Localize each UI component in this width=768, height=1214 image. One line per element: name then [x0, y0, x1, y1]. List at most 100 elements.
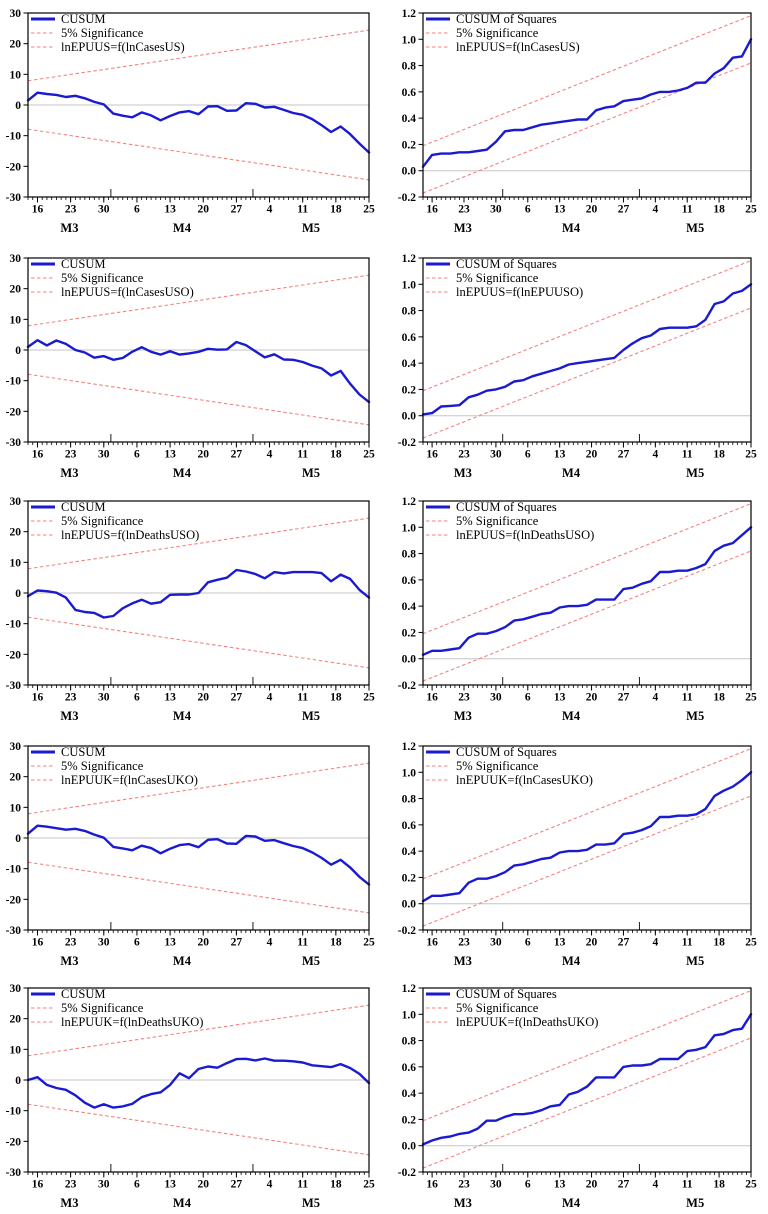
x-month-label: M4 — [173, 954, 192, 968]
significance-lower-line — [422, 550, 752, 682]
cusum-of-squares-series-line — [421, 1013, 753, 1146]
y-tick-label: 0.8 — [402, 61, 417, 73]
y-tick-label: -10 — [6, 376, 22, 388]
significance-upper-line — [27, 517, 370, 570]
x-month-label: M5 — [302, 221, 320, 235]
x-tick-label: 20 — [197, 937, 209, 949]
x-tick-label: 13 — [164, 692, 176, 704]
x-tick-label: 23 — [458, 204, 470, 216]
y-tick-label: 0 — [15, 345, 21, 357]
y-tick-label: 10 — [10, 802, 22, 814]
y-tick-label: 1.0 — [402, 767, 417, 779]
y-tick-label: 1.2 — [402, 983, 417, 995]
x-tick-label: 18 — [330, 937, 342, 949]
significance-upper-line — [422, 503, 752, 635]
significance-upper-line — [422, 990, 752, 1122]
y-tick-label: -30 — [6, 437, 22, 449]
cusum-of-squares-chart: 16 23 30 6 13 20 27 4 11 18 25 M3 M4 M5 1.2 1.0 0.8 0.6 0.… — [398, 741, 757, 968]
x-tick-label: 4 — [267, 449, 273, 461]
y-tick-label: 10 — [10, 1044, 22, 1056]
x-tick-label: 27 — [618, 449, 630, 461]
legend-label: CUSUM — [61, 987, 105, 1001]
y-tick-label: 0.4 — [402, 846, 417, 858]
x-month-label: M4 — [562, 1196, 581, 1210]
x-tick-label: 4 — [652, 692, 658, 704]
x-tick-label: 25 — [745, 1179, 757, 1191]
significance-upper-line — [27, 762, 370, 815]
x-tick-label: 30 — [490, 204, 502, 216]
y-tick-label: 20 — [10, 1014, 22, 1026]
significance-upper-line — [27, 274, 370, 327]
y-tick-label: 1.2 — [402, 496, 417, 508]
y-tick-label: 0 — [15, 1075, 21, 1087]
cusum-of-squares-chart: 16 23 30 6 13 20 27 4 11 18 25 M3 M4 M5 1.2 1.0 0.8 0.6 0.… — [398, 983, 757, 1210]
cusum-of-squares-series-line — [421, 283, 753, 416]
x-month-label: M5 — [686, 1196, 704, 1210]
significance-lower-line — [27, 128, 370, 181]
x-tick-label: 20 — [197, 449, 209, 461]
y-tick-label: 1.2 — [402, 8, 417, 20]
significance-lower-line — [422, 307, 752, 439]
y-tick-label: 10 — [10, 557, 22, 569]
x-month-label: M3 — [60, 1196, 78, 1210]
x-tick-label: 6 — [134, 449, 140, 461]
x-tick-label: 6 — [525, 449, 531, 461]
legend-label: CUSUM of Squares — [456, 12, 557, 26]
y-tick-label: 30 — [10, 496, 22, 508]
x-tick-label: 25 — [363, 937, 375, 949]
y-tick-label: 0.0 — [402, 166, 417, 178]
x-tick-label: 25 — [745, 449, 757, 461]
y-tick-label: 0.6 — [402, 1062, 417, 1074]
x-tick-label: 11 — [297, 204, 308, 216]
chart-cell-squares-r2c1: 16 23 30 6 13 20 27 4 11 18 25 M3 M4 M5 1.2 1.0 0.8 0.6 0.… — [388, 488, 768, 732]
legend-label: CUSUM of Squares — [456, 745, 557, 759]
chart-cell-cusum-r4c0: 16 23 30 6 13 20 27 4 11 18 25 M3 M4 M5 30 20 10 0 -10 -20 -… — [0, 975, 384, 1214]
y-tick-label: 1.0 — [402, 34, 417, 46]
x-tick-label: 18 — [713, 449, 725, 461]
x-tick-label: 4 — [267, 204, 273, 216]
x-tick-label: 16 — [426, 937, 438, 949]
x-tick-label: 30 — [98, 937, 110, 949]
x-tick-label: 18 — [713, 1179, 725, 1191]
y-tick-label: -30 — [6, 1167, 22, 1179]
legend-label: CUSUM of Squares — [456, 257, 557, 271]
x-month-label: M3 — [60, 709, 78, 723]
x-tick-label: 25 — [363, 692, 375, 704]
y-tick-label: 1.0 — [402, 522, 417, 534]
x-month-label: M5 — [686, 709, 704, 723]
x-month-label: M3 — [454, 1196, 472, 1210]
x-month-label: M3 — [60, 466, 78, 480]
legend-label: lnEPUUS=f(lnDeathsUSO) — [456, 528, 594, 542]
legend-label: 5% Significance — [61, 26, 144, 40]
x-month-label: M4 — [562, 466, 581, 480]
legend-label: CUSUM of Squares — [456, 500, 557, 514]
y-tick-label: 0.8 — [402, 794, 417, 806]
x-tick-label: 27 — [231, 692, 243, 704]
x-tick-label: 30 — [98, 204, 110, 216]
y-tick-label: -20 — [6, 161, 22, 173]
y-tick-label: 30 — [10, 253, 22, 265]
y-tick-label: -30 — [6, 680, 22, 692]
significance-lower-line — [27, 1103, 370, 1156]
x-month-label: M5 — [686, 954, 704, 968]
y-tick-label: 0.4 — [402, 358, 417, 370]
x-month-label: M3 — [60, 221, 78, 235]
x-tick-label: 16 — [426, 204, 438, 216]
x-tick-label: 4 — [652, 449, 658, 461]
x-tick-label: 18 — [713, 937, 725, 949]
x-tick-label: 30 — [490, 449, 502, 461]
y-tick-label: 1.2 — [402, 253, 417, 265]
significance-upper-line — [27, 1004, 370, 1057]
x-month-label: M5 — [302, 1196, 320, 1210]
x-tick-label: 11 — [682, 1179, 693, 1191]
x-tick-label: 16 — [32, 1179, 44, 1191]
x-tick-label: 11 — [682, 937, 693, 949]
legend-label: 5% Significance — [456, 1001, 539, 1015]
x-month-label: M4 — [173, 466, 192, 480]
y-tick-label: 10 — [10, 69, 22, 81]
significance-lower-line — [422, 795, 752, 927]
y-tick-label: -20 — [6, 894, 22, 906]
y-tick-label: -20 — [6, 406, 22, 418]
y-tick-label: -10 — [6, 864, 22, 876]
